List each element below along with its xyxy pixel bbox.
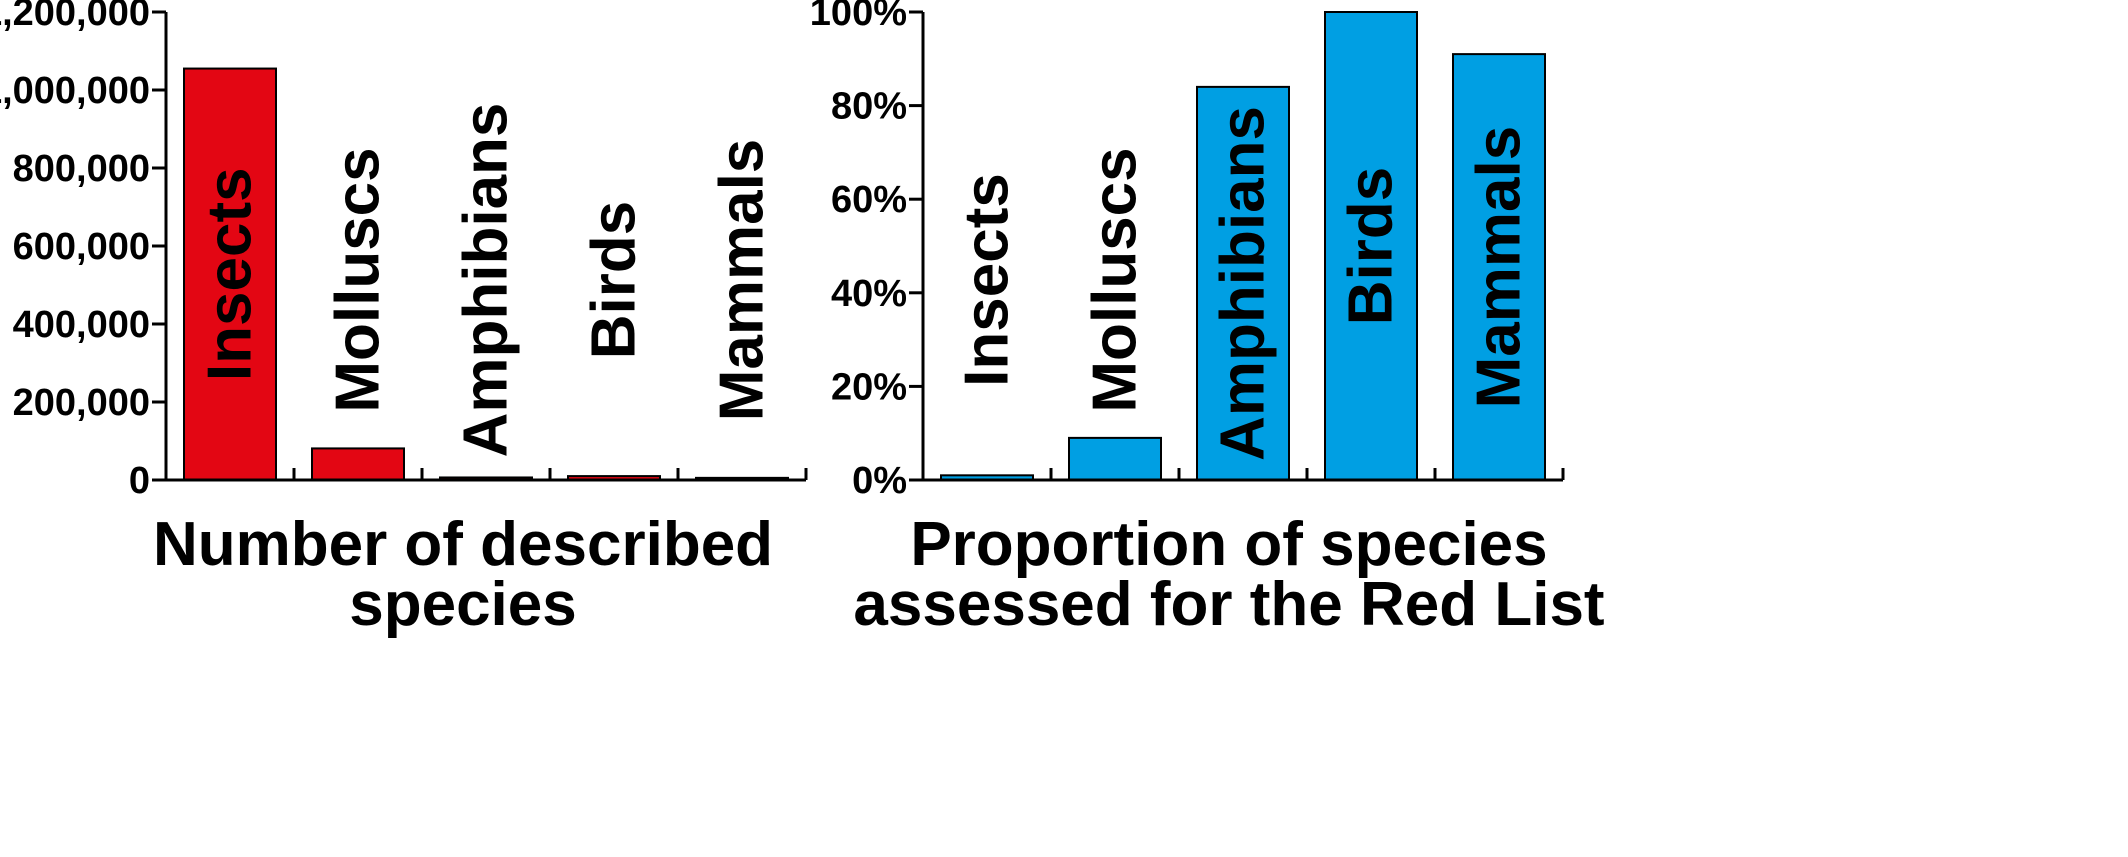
described-x-axis-title-line-2: species [349, 570, 577, 639]
red-list-proportion-chart: 0% 20% 40% 60% 80% 100% Insects Molluscs Amphibi… [810, 0, 1605, 639]
described-category-label-mammals: Mammals [708, 139, 777, 422]
proportion-y-tick-label: 40% [831, 273, 907, 315]
described-x-axis-title-line-1: Number of described [153, 510, 773, 579]
described-y-tick-label: 1,000,000 [0, 70, 150, 112]
proportion-category-label-insects: Insects [953, 173, 1022, 387]
described-y-tick-label: 400,000 [13, 304, 150, 346]
described-y-tick-label: 800,000 [13, 148, 150, 190]
proportion-x-axis-title-line-1: Proportion of species [910, 510, 1547, 579]
proportion-category-label-molluscs: Molluscs [1081, 147, 1150, 412]
described-category-label-birds: Birds [580, 201, 649, 359]
described-bar-molluscs [311, 447, 405, 482]
proportion-bar-amphibians [1196, 85, 1290, 481]
proportion-category-label-mammals: Mammals [1465, 126, 1534, 409]
proportion-y-tick-label: 0% [852, 460, 907, 502]
proportion-y-tick-label: 20% [831, 366, 907, 408]
described-category-label-molluscs: Molluscs [324, 147, 393, 412]
proportion-y-tick-label: 100% [810, 0, 907, 34]
proportion-bar-molluscs [1068, 436, 1162, 482]
proportion-category-label-amphibians: Amphibians [1209, 106, 1278, 461]
described-y-tick-label: 600,000 [13, 226, 150, 268]
described-y-tick-label: 200,000 [13, 382, 150, 424]
described-species-chart: 0 200,000 400,000 600,000 800,000 1,000,000 1,… [0, 0, 808, 639]
described-category-label-amphibians: Amphibians [452, 103, 521, 458]
proportion-y-tick-label: 80% [831, 86, 907, 128]
described-y-tick-label: 0 [129, 460, 150, 502]
proportion-y-tick-label: 60% [831, 179, 907, 221]
proportion-x-axis-title-line-2: assessed for the Red List [853, 570, 1604, 639]
described-y-tick-label: 1,200,000 [0, 0, 150, 34]
described-bar-insects [183, 67, 277, 482]
described-category-label-insects: Insects [196, 167, 265, 381]
proportion-category-label-birds: Birds [1337, 167, 1406, 325]
